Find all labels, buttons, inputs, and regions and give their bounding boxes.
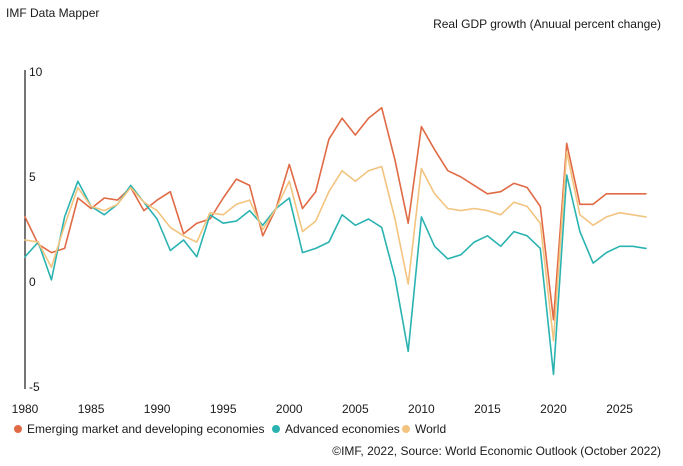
legend-label: World <box>415 422 446 436</box>
y-tick-label: 0 <box>29 275 36 289</box>
x-tick-label: 1990 <box>144 402 171 416</box>
chart-title: Real GDP growth (Anuual percent change) <box>433 17 661 31</box>
x-tick-label: 2015 <box>474 402 501 416</box>
series-line-1[interactable] <box>24 174 647 376</box>
chart-series <box>24 106 647 376</box>
y-tick-label: 5 <box>29 170 36 184</box>
chart-legend: Emerging market and developing economies… <box>14 422 446 436</box>
x-tick-label: 1995 <box>210 402 237 416</box>
series-line-0[interactable] <box>24 106 647 321</box>
chart-axes: -5 0 5 10 1980 1985 1990 1995 2000 2005 2010 2015 20… <box>12 65 634 416</box>
x-tick-label: 2010 <box>408 402 435 416</box>
legend-swatch <box>272 425 280 433</box>
legend-item[interactable]: Advanced economies <box>272 422 400 436</box>
x-tick-label: 1985 <box>78 402 105 416</box>
legend-item[interactable]: Emerging market and developing economies <box>14 422 264 436</box>
legend-item[interactable]: World <box>402 422 446 436</box>
legend-label: Advanced economies <box>285 422 400 436</box>
source-title: IMF Data Mapper <box>6 6 100 20</box>
source-credit: ©IMF, 2022, Source: World Economic Outlo… <box>332 444 661 458</box>
legend-swatch <box>14 425 22 433</box>
legend-label: Emerging market and developing economies <box>27 422 264 436</box>
y-tick-label: -5 <box>29 380 40 394</box>
series-line-2[interactable] <box>24 151 647 342</box>
x-tick-label: 2020 <box>540 402 567 416</box>
y-tick-label: 10 <box>29 65 43 79</box>
x-tick-label: 2025 <box>606 402 633 416</box>
x-tick-label: 2005 <box>342 402 369 416</box>
x-tick-label: 2000 <box>276 402 303 416</box>
legend-swatch <box>402 425 410 433</box>
x-tick-label: 1980 <box>12 402 39 416</box>
